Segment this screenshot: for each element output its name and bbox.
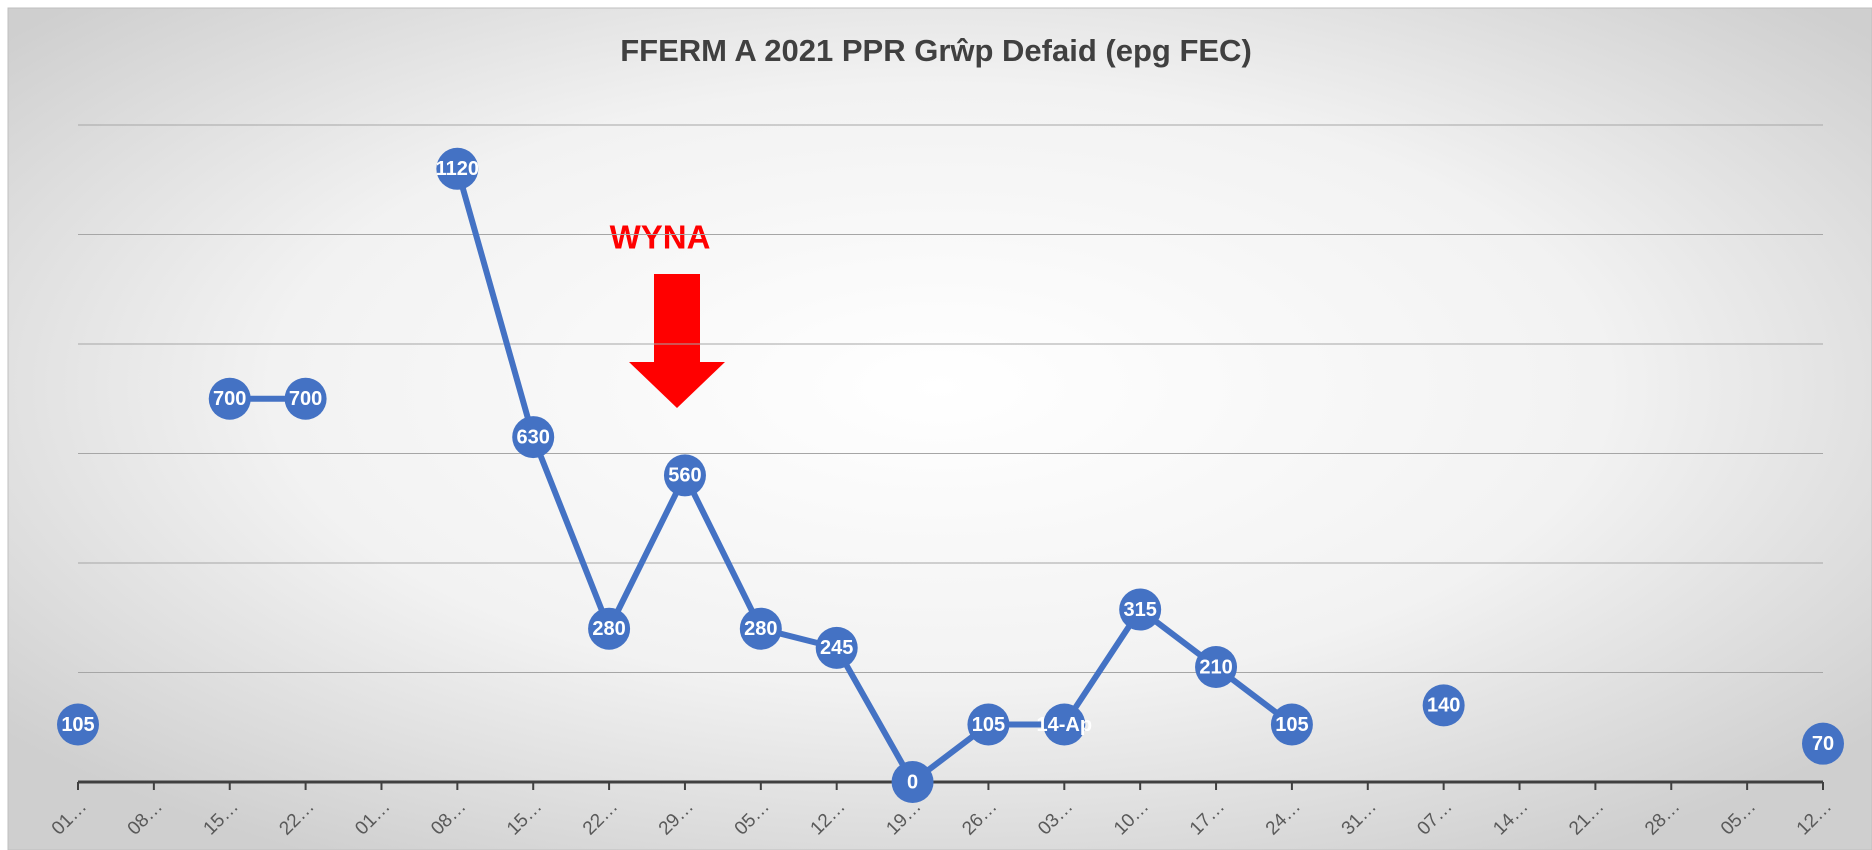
data-label: 700 (289, 388, 322, 410)
data-label: 105 (972, 714, 1005, 736)
data-point (1043, 703, 1086, 746)
data-label: 70 (1812, 733, 1834, 755)
data-point (663, 454, 706, 497)
chart-background (7, 7, 1872, 850)
data-label: 105 (1275, 714, 1308, 736)
data-label: 245 (820, 637, 853, 659)
data-point (1270, 703, 1313, 746)
data-point (512, 416, 555, 459)
data-label: 700 (213, 388, 246, 410)
data-label: 560 (668, 465, 701, 487)
data-label: 280 (744, 618, 777, 640)
data-label: 105 (61, 714, 94, 736)
data-point (739, 607, 782, 650)
chart-title: FFERM A 2021 PPR Grŵp Defaid (epg FEC) (620, 33, 1252, 68)
data-label: 280 (592, 618, 625, 640)
data-point (815, 626, 858, 669)
data-label: 630 (517, 426, 550, 448)
data-point (967, 703, 1010, 746)
data-label: 210 (1199, 656, 1232, 678)
data-point (57, 703, 99, 746)
data-point (208, 377, 251, 420)
data-point (436, 147, 479, 190)
data-point (1802, 722, 1844, 765)
data-point (1195, 646, 1238, 689)
data-point (284, 377, 327, 420)
data-point (1119, 588, 1162, 631)
data-point (588, 607, 631, 650)
annotation-arrow (629, 274, 725, 408)
data-point (891, 761, 934, 803)
data-label: 0 (907, 771, 918, 793)
data-label: 14-Ap (1037, 714, 1093, 736)
data-point (1422, 684, 1465, 727)
data-label: 1120 (436, 158, 479, 180)
data-label: 140 (1427, 695, 1460, 717)
annotation: WYNA (610, 219, 711, 256)
data-label: 315 (1123, 599, 1156, 621)
